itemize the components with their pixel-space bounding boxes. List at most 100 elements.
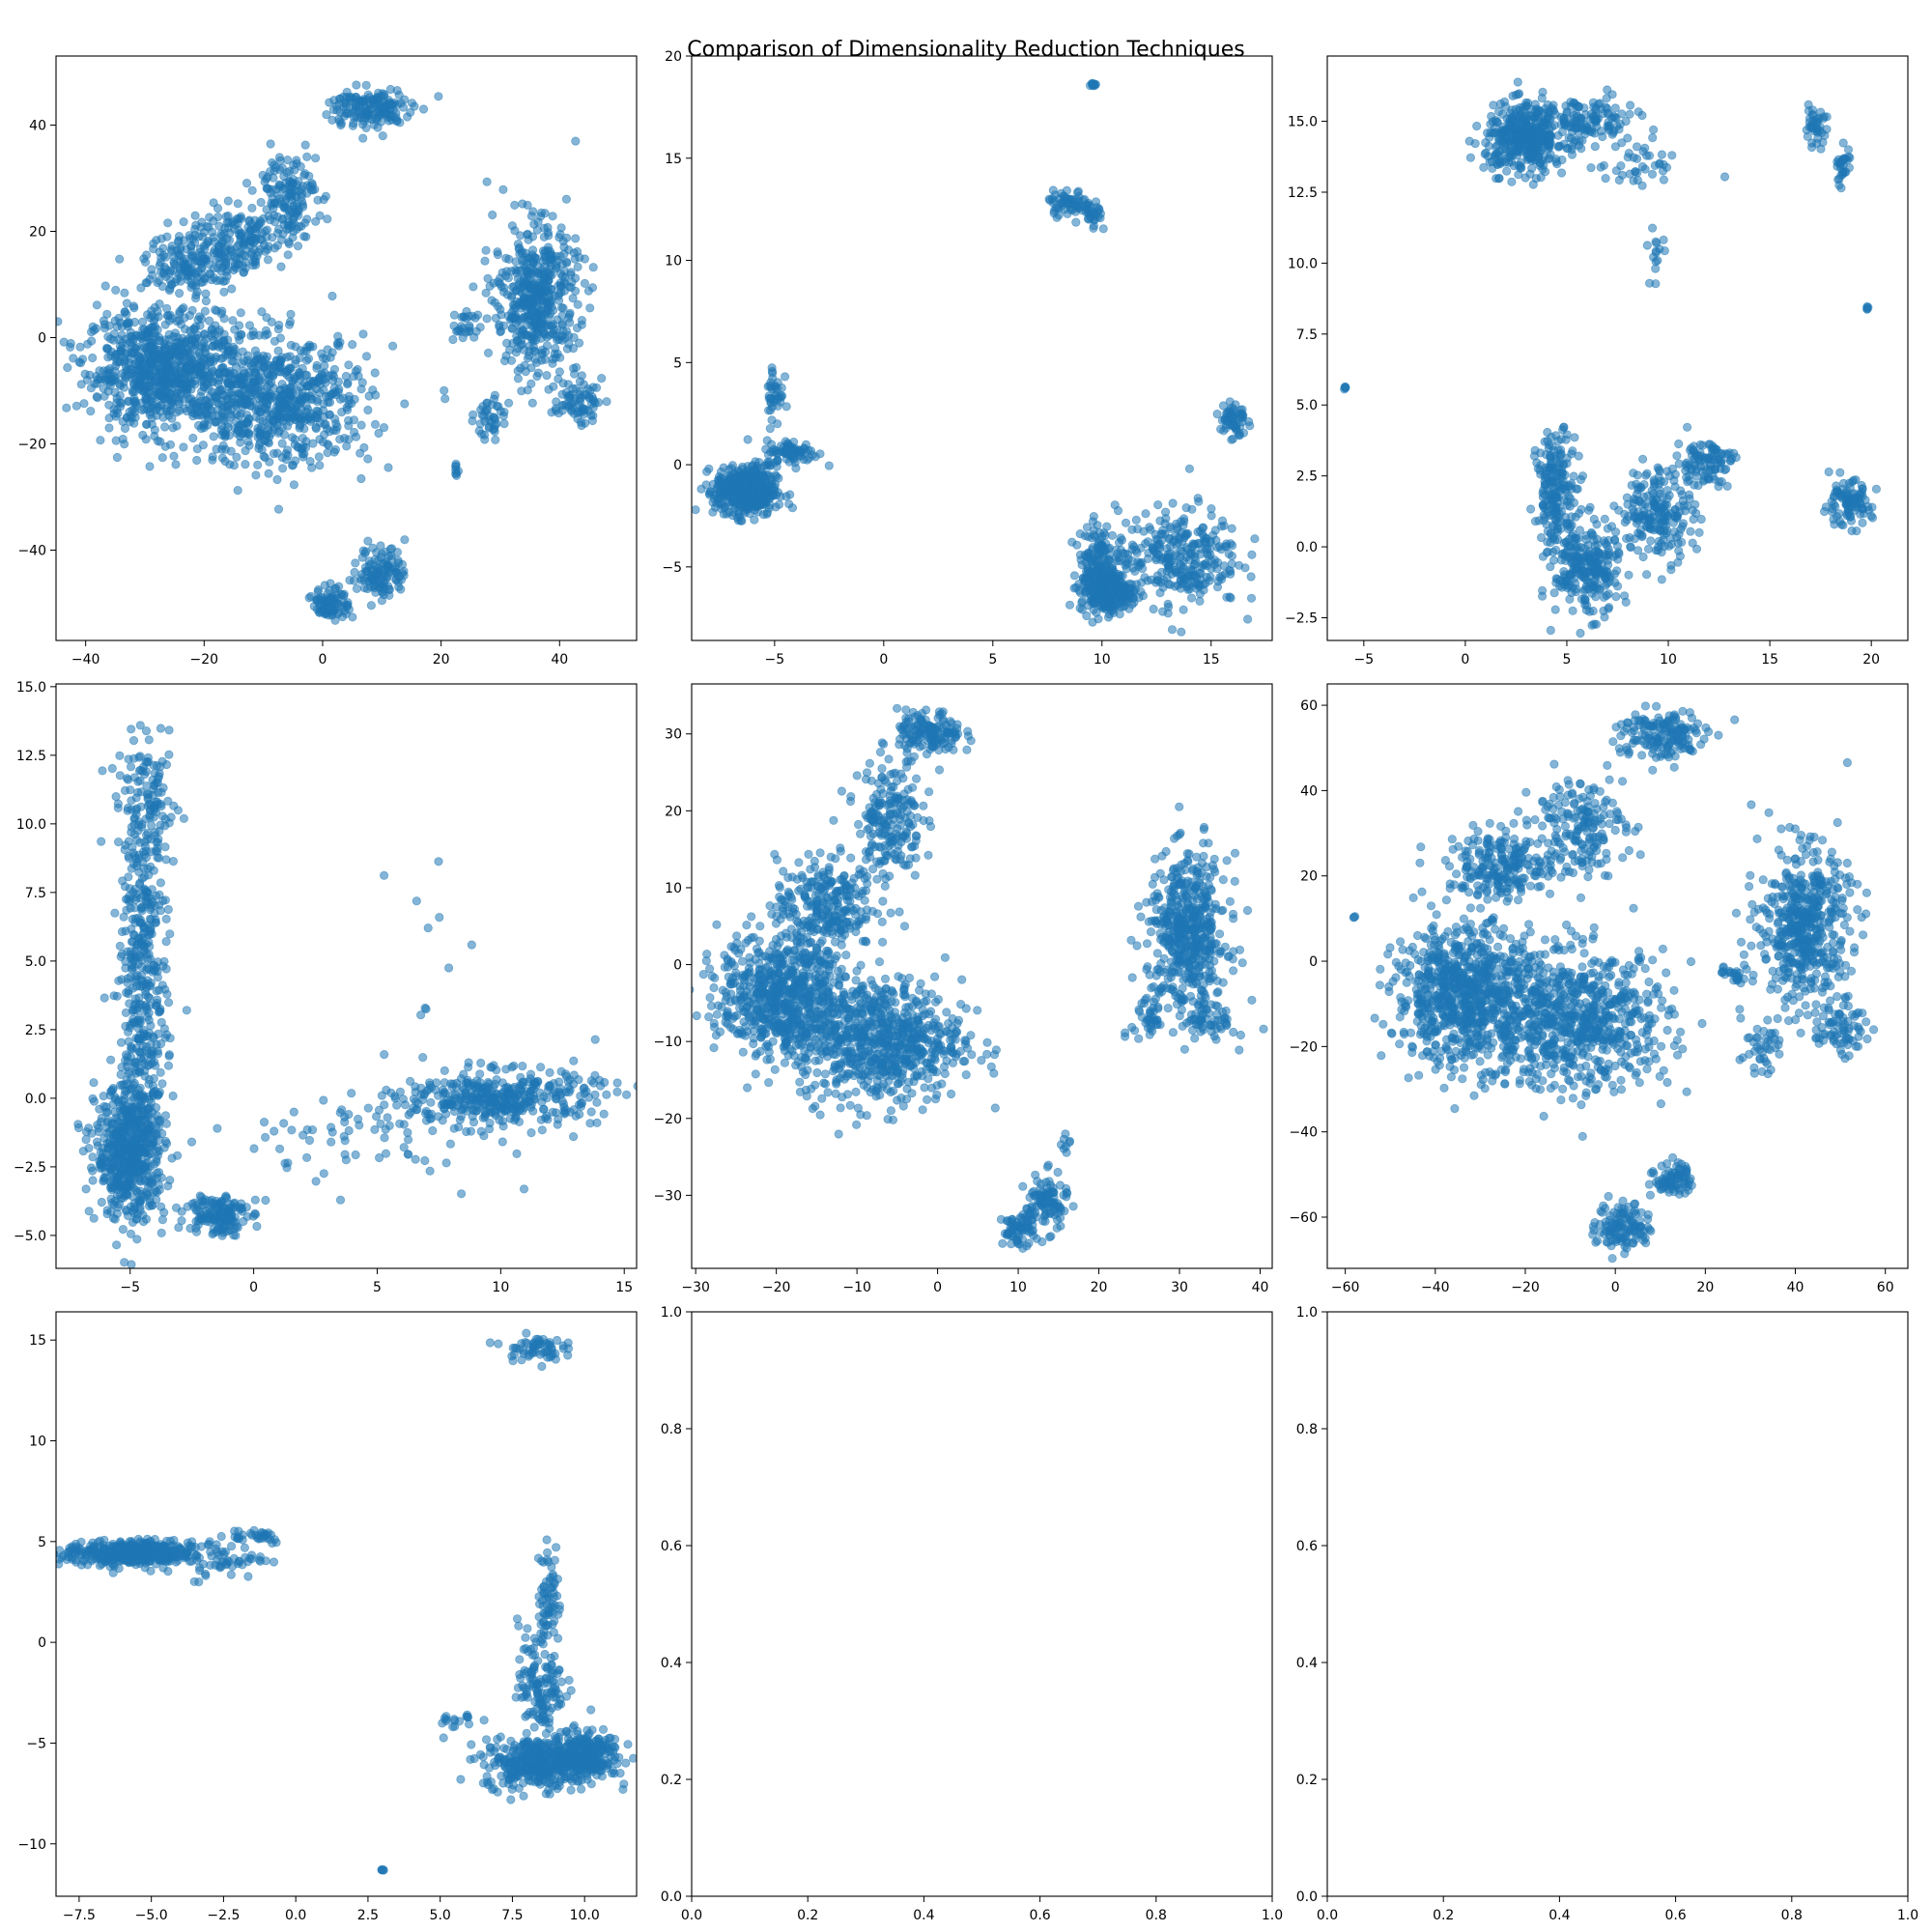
scatter-point [1155,588,1165,598]
scatter-point [1065,600,1075,610]
scatter-point [332,422,342,432]
scatter-point [100,281,110,291]
scatter-point [478,401,488,412]
scatter-point [510,200,520,210]
scatter-point [292,156,301,165]
scatter-point [1207,563,1216,574]
scatter-point [740,496,750,505]
scatter-point [168,266,178,276]
scatter-point [270,360,279,370]
scatter-point [563,330,574,341]
scatter-point [86,384,97,393]
scatter-point [249,244,259,254]
scatter-point [262,352,272,361]
scatter-point [451,469,461,479]
scatter-point [1094,555,1104,565]
y-tick-label: 0 [38,331,46,347]
scatter-point [571,234,581,243]
scatter-point [253,460,263,469]
scatter-point [1127,600,1137,610]
scatter-point [1136,543,1146,553]
scatter-point [1492,174,1501,184]
scatter-point [260,246,270,256]
scatter-point [477,410,487,420]
scatter-point [1538,156,1548,165]
scatter-point [192,444,202,454]
scatter-point [269,371,278,381]
scatter-point [497,281,506,292]
scatter-point [312,406,322,415]
scatter-point [207,275,216,285]
scatter-point [524,351,534,360]
scatter-point [335,107,346,118]
scatter-point [149,239,158,248]
scatter-point [516,335,526,345]
scatter-point [286,340,296,350]
scatter-point [391,564,401,574]
scatter-point [577,371,587,381]
scatter-point [418,104,429,114]
scatter-point [1089,511,1098,522]
scatter-point [1531,174,1541,184]
scatter-point [387,99,398,109]
scatter-point [1093,566,1102,576]
scatter-point [299,449,309,459]
scatter-point [208,328,217,338]
scatter-point [1069,571,1080,581]
scatter-point [304,593,314,603]
scatter-point [344,93,354,103]
scatter-point [587,415,598,426]
scatter-point [602,397,611,407]
x-tick-label: 0 [879,652,888,668]
scatter-point [112,452,123,463]
scatter-point [1135,559,1146,570]
scatter-point [734,478,744,488]
scatter-point [272,474,282,485]
scatter-point [1181,502,1191,513]
scatter-point [86,406,96,416]
scatter-point [776,391,785,401]
scatter-point [470,313,480,323]
scatter-point [410,101,419,111]
scatter-point [1247,550,1257,559]
scatter-point [704,489,714,498]
scatter-point [356,384,366,394]
scatter-point [286,309,296,319]
scatter-point [1555,141,1565,151]
scatter-point [285,363,295,373]
scatter-point [495,273,505,283]
scatter-point [1208,530,1218,540]
scatter-point [1523,139,1533,149]
scatter-point [1104,551,1114,560]
scatter-point [1048,198,1058,208]
scatter-point [207,406,216,415]
scatter-point [1114,537,1124,548]
scatter-point [299,170,309,180]
scatter-point [305,391,315,401]
y-tick-label: 5 [673,355,682,371]
scatter-point [597,373,607,384]
scatter-point [188,433,198,443]
scatter-point [228,316,238,326]
scatter-point [1181,553,1191,562]
scatter-point [315,211,325,220]
scatter-point [571,136,581,146]
scatter-point [270,198,280,208]
scatter-point [480,256,490,266]
scatter-point [1536,123,1546,132]
scatter-point [1088,617,1097,627]
scatter-point [724,507,734,517]
scatter-point [528,334,538,344]
scatter-point [258,170,268,180]
scatter-point [277,464,288,473]
scatter-point [767,483,778,493]
scatter-point [580,254,590,264]
scatter-point [513,240,524,249]
scatter-point [527,269,537,278]
scatter-point [142,394,152,404]
scatter-point [277,422,287,432]
scatter-point [224,368,234,378]
scatter-point [774,499,784,509]
scatter-point [1513,77,1522,87]
